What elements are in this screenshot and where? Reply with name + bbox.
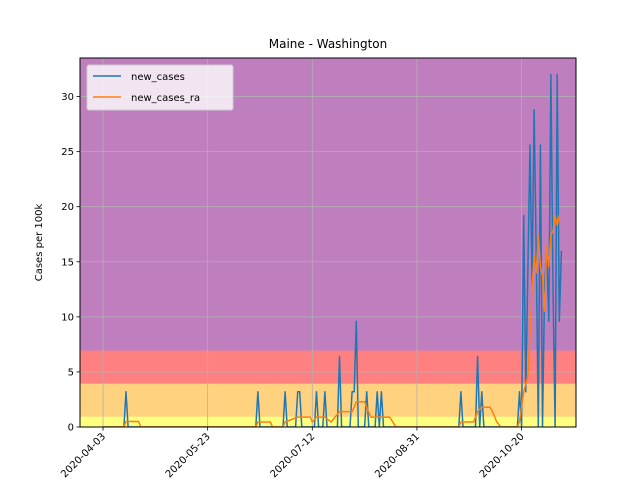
legend: new_cases new_cases_ra	[86, 64, 234, 111]
risk-band-2	[80, 349, 576, 383]
y-tick-label: 5	[68, 367, 74, 378]
y-tick-label: 20	[61, 202, 74, 213]
x-tick-label: 2020-05-23	[164, 431, 213, 480]
y-axis-label: Cases per 100k	[34, 204, 45, 282]
x-tick-label: 2020-07-12	[269, 431, 318, 480]
series-line-new-cases-ra	[103, 214, 561, 427]
y-tick-label: 10	[61, 312, 74, 323]
axes	[79, 57, 577, 428]
risk-band-0	[80, 415, 576, 427]
legend-label-new-cases: new_cases	[131, 72, 185, 83]
x-tick-label: 2020-10-20	[478, 431, 527, 480]
x-axis-ticks: 2020-04-03 2020-05-23 2020-07-12 2020-08-31…	[59, 427, 527, 480]
series-lines	[103, 73, 563, 427]
y-tick-label: 25	[61, 147, 74, 158]
y-axis-ticks: 0 5 10 15 20 25 30	[61, 92, 80, 434]
chart-title: Maine - Washington	[269, 37, 388, 51]
risk-band-1	[80, 382, 576, 416]
plot-frame	[79, 57, 577, 428]
y-tick-label: 0	[68, 423, 74, 434]
series-line-new-cases	[103, 73, 563, 427]
y-tick-label: 15	[61, 257, 74, 268]
legend-label-new-cases-ra: new_cases_ra	[131, 93, 200, 104]
legend-box	[86, 64, 234, 111]
x-tick-label: 2020-04-03	[59, 431, 108, 480]
x-tick-label: 2020-08-31	[373, 431, 422, 480]
y-tick-label: 30	[61, 92, 74, 103]
